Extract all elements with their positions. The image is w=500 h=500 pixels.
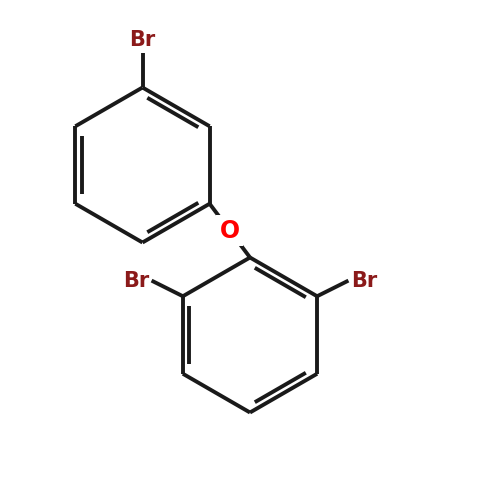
Text: Br: Br (351, 270, 377, 290)
Text: Br: Br (123, 270, 149, 290)
Text: Br: Br (130, 30, 156, 50)
Text: O: O (220, 218, 240, 242)
